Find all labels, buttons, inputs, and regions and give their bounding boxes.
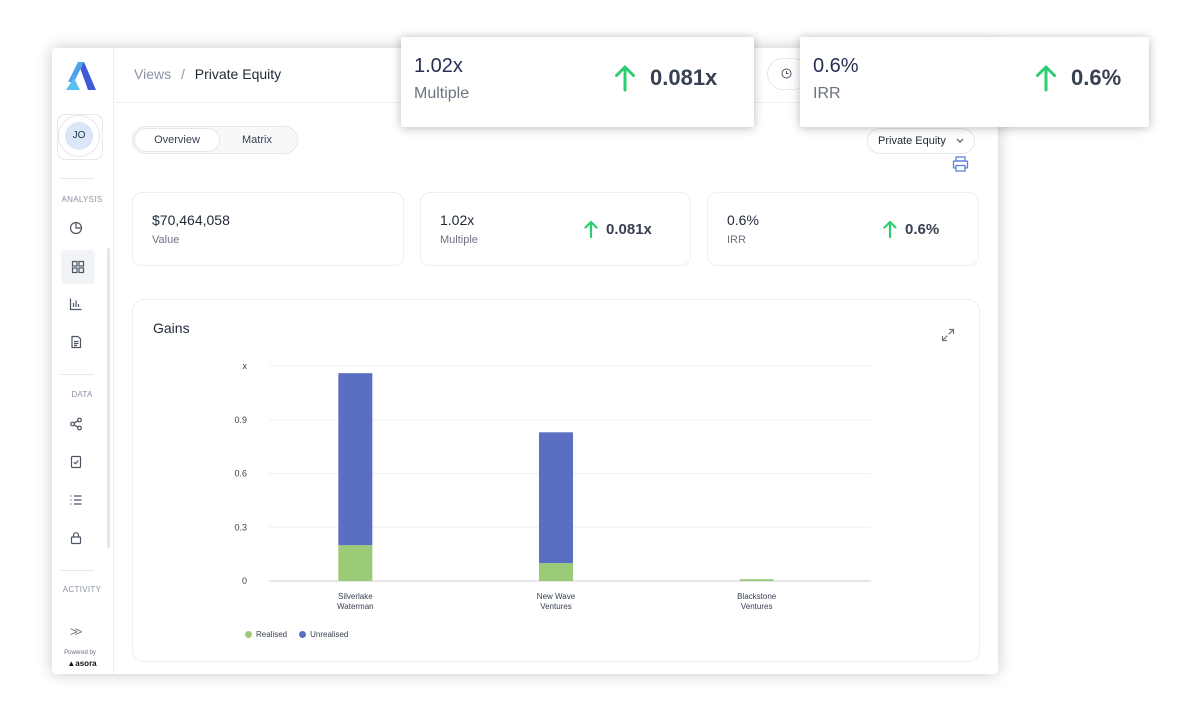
brand-name: asora [75,659,97,668]
grid-icon [71,260,85,274]
sidebar-divider [60,570,94,571]
sidebar-divider [60,374,94,375]
y-tick-label: 0.9 [234,415,247,425]
popup-delta: 0.6% [1035,64,1121,92]
y-tick-label: 0 [242,576,247,586]
print-icon[interactable] [952,156,969,172]
sidebar-scrollbar[interactable] [107,248,110,548]
document-icon [71,335,82,349]
kpi-delta-value: 0.081x [606,220,652,238]
x-tick-label: Ventures [741,602,773,611]
sidebar: JO ANALYSIS DATA ACTIVITY [52,48,114,674]
chart-legend: Realised Unrealised [245,630,348,639]
breadcrumb-current: Private Equity [194,66,282,82]
sidebar-item-security[interactable] [66,528,86,548]
chevron-down-icon [956,138,964,143]
share-nodes-icon [70,417,82,431]
popup-delta-value: 0.081x [650,65,718,90]
popup-label: Multiple [414,85,470,102]
breadcrumb: Views / Private Equity [134,66,281,82]
chart-title: Gains [153,320,190,336]
arrow-up-icon [883,220,897,238]
kpi-delta-value: 0.6% [905,220,940,238]
tab-overview[interactable]: Overview [135,129,219,151]
x-tick-label: Waterman [337,602,374,611]
sidebar-item-grid[interactable] [61,250,95,284]
expand-sidebar-icon[interactable]: >> [70,624,82,639]
sidebar-divider [60,178,94,179]
x-tick-label: Silverlake [338,592,373,601]
dashboard-pie-icon [69,221,83,235]
arrow-up-icon [615,65,635,92]
list-icon [70,495,82,505]
view-tabs: Overview Matrix [132,126,298,154]
kpi-value: 1.02x [440,212,475,228]
popup-value: 1.02x [414,55,463,77]
popup-value: 0.6% [813,55,859,77]
fund-filter-value: Private Equity [878,135,946,147]
arrow-up-icon [1036,65,1056,92]
x-tick-label: New Wave [537,592,576,601]
clock-icon [781,68,792,79]
app-window: JO ANALYSIS DATA ACTIVITY [52,48,998,674]
irr-popup: 0.6% IRR 0.6% [800,37,1149,127]
breadcrumb-separator: / [180,66,185,82]
popup-delta-value: 0.6% [1071,65,1122,90]
sidebar-item-checklist[interactable] [66,452,86,472]
kpi-card-value[interactable]: $70,464,058 Value [132,192,404,266]
kpi-label: IRR [727,234,746,246]
avatar[interactable]: JO [65,122,93,150]
gains-chart-card: Gains 0 0.3 0.6 0.9 x Silverlake Waterman New W… [132,299,980,662]
y-axis-label: x [243,361,248,371]
sidebar-item-dashboard[interactable] [66,218,86,238]
breadcrumb-root[interactable]: Views [134,66,172,82]
section-label-activity: ACTIVITY [62,585,102,594]
sidebar-item-charts[interactable] [66,294,86,314]
multiple-popup: 1.02x Multiple 0.081x [401,37,754,127]
tab-matrix[interactable]: Matrix [242,134,272,146]
x-tick-label: Ventures [540,602,572,611]
legend-item-unrealised[interactable]: Unrealised [299,630,348,639]
bar-realised [739,579,774,581]
kpi-card-multiple[interactable]: 1.02x Multiple 0.081x [420,192,691,266]
avatar-frame [57,114,103,160]
sidebar-item-reports[interactable] [66,332,86,352]
bar-realised [338,545,373,581]
kpi-value: 0.6% [727,212,759,228]
popup-delta: 0.081x [614,64,717,92]
bar-unrealised [338,373,373,546]
sidebar-item-list[interactable] [66,490,86,510]
bar-chart-icon [69,298,82,311]
section-label-analysis: ANALYSIS [61,195,103,204]
fund-filter-dropdown[interactable]: Private Equity [867,128,975,154]
legend-item-realised[interactable]: Realised [245,630,287,639]
legend-swatch-realised [245,631,252,638]
brand-logo: ▲asora [67,659,97,668]
x-tick-label: Blackstone [737,592,777,601]
powered-by-label: Powered by [64,650,96,656]
legend-swatch-unrealised [299,631,307,638]
sidebar-item-connections[interactable] [66,414,86,434]
kpi-value: $70,464,058 [152,212,230,228]
kpi-delta: 0.6% [883,220,939,238]
y-tick-label: 0.3 [234,522,247,532]
kpi-label: Value [152,234,180,246]
kpi-label: Multiple [440,234,478,246]
checklist-doc-icon [70,455,82,469]
bar-realised [539,563,573,581]
legend-label: Realised [256,630,288,639]
section-label-data: DATA [71,390,93,399]
app-logo-icon[interactable] [64,60,98,92]
kpi-delta: 0.081x [584,220,652,238]
bar-unrealised [539,432,573,564]
popup-label: IRR [813,85,841,102]
kpi-card-irr[interactable]: 0.6% IRR 0.6% [707,192,979,266]
legend-label: Unrealised [310,630,349,639]
y-tick-label: 0.6 [234,469,247,479]
lock-icon [70,532,82,545]
arrow-up-icon [584,220,598,238]
maximize-icon[interactable] [941,328,955,342]
